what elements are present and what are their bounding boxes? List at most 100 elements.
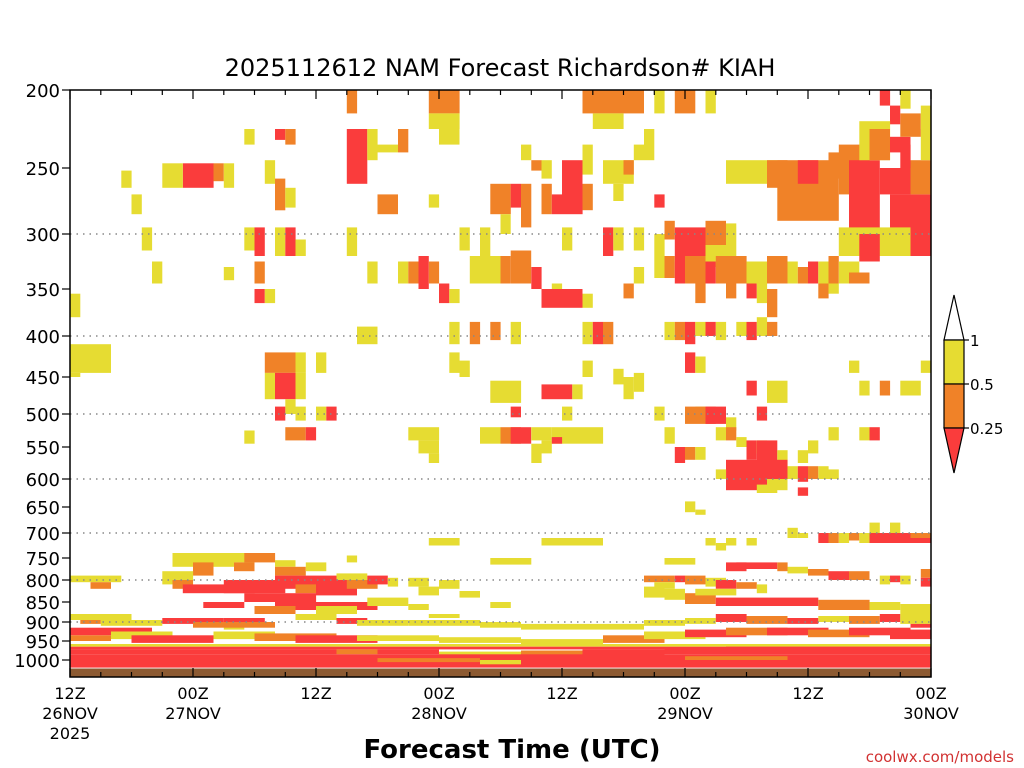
- heatmap-cell: [654, 194, 665, 208]
- y-tick-label: 600: [26, 470, 60, 491]
- heatmap-cell: [797, 267, 809, 284]
- heatmap-cell: [920, 360, 932, 373]
- heatmap-cell: [787, 466, 798, 479]
- y-tick-label: 900: [26, 613, 60, 634]
- heatmap-cell: [428, 113, 460, 129]
- heatmap-cell: [592, 321, 604, 345]
- heatmap-cell: [756, 283, 768, 304]
- heatmap-cell: [644, 129, 655, 161]
- heatmap-cell: [582, 360, 593, 377]
- heatmap-cell: [357, 326, 378, 345]
- heatmap-cell: [387, 577, 399, 587]
- heatmap-cell: [726, 459, 788, 479]
- y-tick-label: 200: [26, 81, 60, 102]
- heatmap-cell: [531, 427, 552, 441]
- y-tick-label: 300: [26, 225, 60, 246]
- heatmap-cell: [182, 584, 255, 594]
- heatmap-cell: [223, 163, 235, 188]
- heatmap-cell: [818, 599, 870, 610]
- heatmap-cell: [275, 129, 286, 140]
- heatmap-cell: [910, 623, 931, 628]
- heatmap-cell: [377, 144, 398, 153]
- heatmap-cell: [295, 239, 306, 256]
- heatmap-cell: [726, 562, 747, 572]
- heatmap-cell: [213, 553, 255, 563]
- heatmap-cell: [367, 597, 409, 606]
- heatmap-cell: [305, 427, 317, 441]
- heatmap-cell: [521, 639, 603, 645]
- heatmap-cell: [439, 651, 521, 657]
- heatmap-cell: [654, 90, 665, 114]
- heatmap-cell: [685, 256, 706, 284]
- heatmap-cell: [408, 620, 481, 626]
- heatmap-cell: [408, 604, 429, 610]
- heatmap-cell: [859, 533, 870, 543]
- heatmap-cell: [285, 427, 306, 441]
- heatmap-cell: [664, 321, 675, 341]
- heatmap-cell: [633, 267, 645, 284]
- x-tick-label: 00Z: [915, 684, 946, 703]
- heatmap-cell: [685, 656, 788, 660]
- heatmap-cell: [213, 163, 224, 182]
- heatmap-cell: [695, 356, 706, 373]
- heatmap-cell: [869, 427, 880, 441]
- heatmap-cell: [70, 654, 931, 660]
- heatmap-cell: [500, 214, 511, 234]
- heatmap-cell: [490, 380, 522, 403]
- heatmap-cell: [336, 649, 378, 655]
- heatmap-cell: [70, 614, 132, 620]
- heatmap-cell: [305, 562, 327, 572]
- heatmap-cell: [644, 620, 685, 626]
- heatmap-cell: [705, 90, 716, 114]
- legend-label: 1: [970, 332, 980, 350]
- heatmap-cell: [254, 227, 265, 256]
- heatmap-cell: [879, 90, 891, 106]
- heatmap-cell: [223, 580, 286, 594]
- heatmap-cell: [459, 591, 480, 598]
- heatmap-cell: [767, 321, 778, 336]
- heatmap-cell: [603, 321, 614, 345]
- heatmap-cells: [70, 90, 932, 668]
- heatmap-cell: [408, 577, 429, 587]
- heatmap-cell: [685, 629, 747, 638]
- heatmap-cell: [254, 289, 265, 304]
- heatmap-cell: [900, 144, 911, 168]
- legend-label: 0.5: [970, 376, 994, 394]
- legend-arrow-bottom: [943, 427, 965, 474]
- y-tick-label: 750: [26, 549, 60, 570]
- heatmap-cell: [316, 352, 327, 373]
- heatmap-cell: [920, 129, 932, 161]
- heatmap-cell: [264, 352, 296, 373]
- heatmap-cell: [613, 227, 624, 251]
- heatmap-cell: [346, 168, 368, 184]
- heatmap-cell: [797, 450, 809, 463]
- heatmap-cell: [480, 227, 491, 256]
- heatmap-cell: [131, 194, 142, 215]
- heatmap-cell: [70, 293, 81, 318]
- heatmap-cell: [254, 606, 296, 614]
- heatmap-cell: [70, 635, 111, 641]
- y-tick-label: 1000: [14, 651, 60, 672]
- legend-label: 0.25: [970, 420, 1003, 438]
- heatmap-cell: [521, 183, 532, 228]
- heatmap-cell: [541, 183, 552, 215]
- heatmap-cell: [654, 234, 665, 256]
- heatmap-cell: [285, 399, 296, 414]
- heatmap-cell: [439, 580, 460, 589]
- heatmap-cell: [562, 227, 573, 251]
- heatmap-cell: [193, 649, 275, 655]
- heatmap-cell: [295, 352, 306, 373]
- y-tick-label: 450: [26, 368, 60, 389]
- heatmap-cell: [131, 635, 214, 643]
- heatmap-cell: [797, 160, 819, 184]
- heatmap-cell: [715, 614, 747, 622]
- heatmap-cell: [715, 256, 747, 284]
- heatmap-cell: [264, 372, 276, 400]
- heatmap-cell: [910, 160, 931, 195]
- heatmap-cell: [254, 261, 265, 284]
- heatmap-cell: [664, 588, 685, 600]
- heatmap-cell: [715, 597, 768, 606]
- heatmap-cell: [849, 616, 880, 624]
- heatmap-cell: [490, 558, 532, 565]
